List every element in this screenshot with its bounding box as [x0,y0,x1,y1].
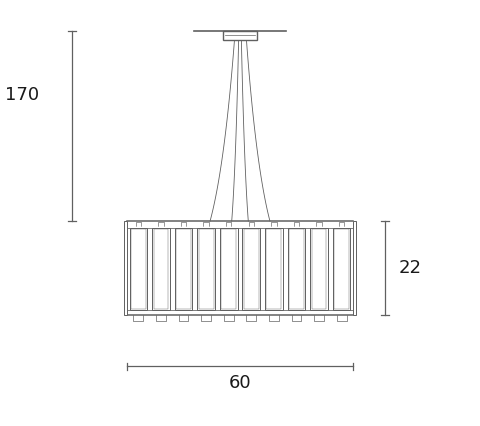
Bar [223,31,257,40]
Bar [152,228,170,310]
Bar [197,228,215,310]
Bar [333,228,350,310]
Bar [353,221,356,315]
Text: 22: 22 [399,259,422,277]
Bar [265,228,283,310]
Bar [124,221,127,315]
Bar [131,229,146,309]
Bar [199,229,214,309]
Text: 60: 60 [228,374,252,392]
Bar [220,228,238,310]
Bar [312,229,326,309]
Bar [244,229,259,309]
Bar [242,228,260,310]
Bar [289,229,304,309]
Bar [221,229,236,309]
Bar [175,228,192,310]
Bar [266,229,281,309]
Text: max 170: max 170 [0,86,39,104]
Bar [334,229,349,309]
Bar [176,229,191,309]
Bar [288,228,305,310]
Bar [154,229,168,309]
Bar [130,228,147,310]
Bar [310,228,328,310]
